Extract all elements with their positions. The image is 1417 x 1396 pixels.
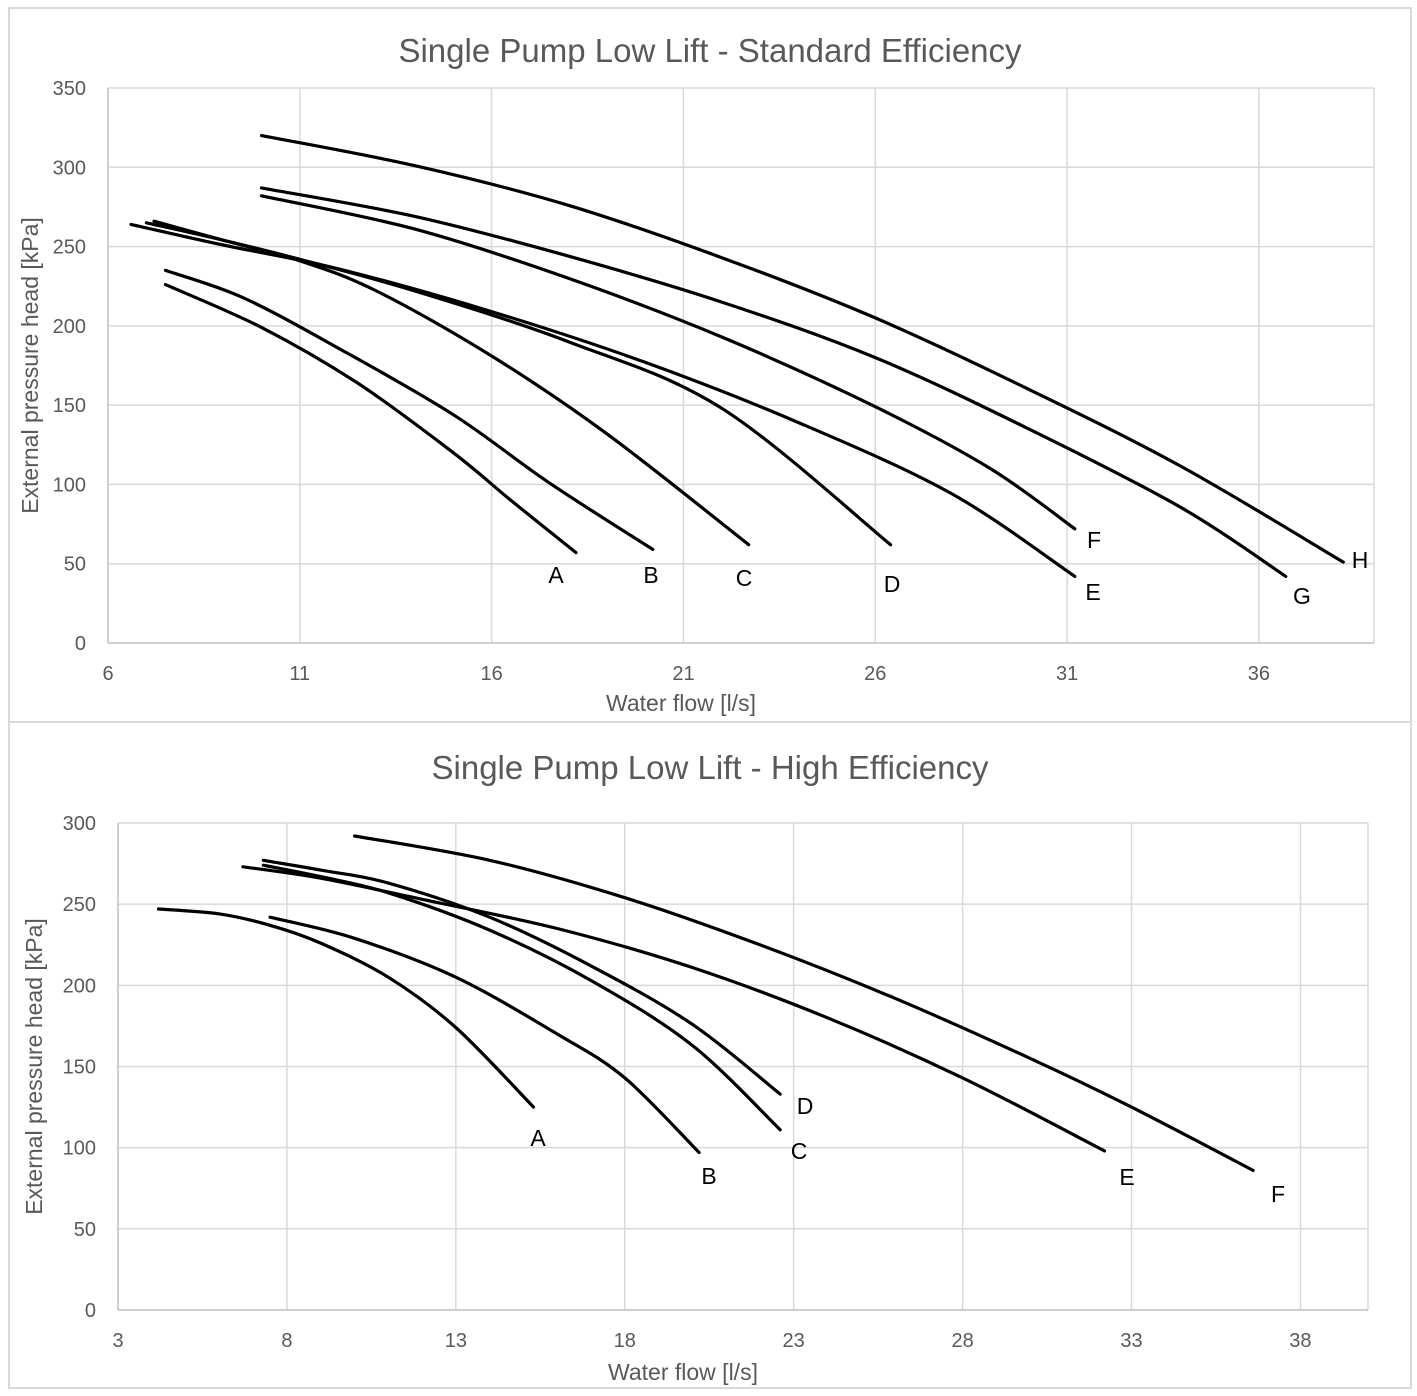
- curve-label-f: F: [1271, 1181, 1285, 1207]
- x-tick-label: 3: [112, 1330, 123, 1352]
- x-tick-label: 11: [289, 663, 310, 685]
- y-tick-label: 100: [63, 1138, 96, 1160]
- chart-title: Single Pump Low Lift - High Efficiency: [432, 749, 989, 786]
- x-tick-label: 31: [1056, 663, 1078, 685]
- chart-title: Single Pump Low Lift - Standard Efficien…: [398, 32, 1022, 69]
- y-tick-label: 50: [64, 554, 86, 576]
- pump-curve-b: [268, 915, 701, 1155]
- y-tick-label: 250: [53, 237, 86, 259]
- pump-curve-c: [152, 219, 751, 547]
- pump-curve-g: [259, 186, 1288, 578]
- y-tick-label: 300: [53, 157, 86, 179]
- y-tick-label: 350: [53, 78, 86, 100]
- y-tick-label: 250: [63, 894, 96, 916]
- chart-panel-1: Single Pump Low Lift - Standard Efficien…: [8, 7, 1412, 723]
- curve-label-e: E: [1119, 1164, 1134, 1190]
- y-tick-label: 150: [53, 395, 86, 417]
- x-tick-label: 26: [864, 663, 886, 685]
- y-axis-title: External pressure head [kPa]: [21, 918, 47, 1215]
- pump-curve-a: [163, 283, 578, 555]
- x-axis-title: Water flow [l/s]: [606, 690, 756, 716]
- chart-frame: [8, 7, 1412, 723]
- pump-curve-e: [129, 222, 1077, 578]
- y-tick-label: 200: [53, 316, 86, 338]
- pump-curve-a: [156, 907, 536, 1109]
- curve-label-f: F: [1087, 527, 1101, 553]
- pump-curve-d: [261, 858, 782, 1096]
- curve-label-d: D: [797, 1093, 814, 1119]
- chart-frame: [8, 721, 1412, 1389]
- pump-curve-f: [352, 834, 1255, 1172]
- curve-label-a: A: [530, 1125, 546, 1151]
- curve-label-b: B: [701, 1163, 716, 1189]
- y-tick-label: 0: [85, 1300, 96, 1322]
- y-tick-label: 300: [63, 813, 96, 835]
- x-tick-label: 6: [102, 663, 113, 685]
- curve-label-b: B: [643, 562, 658, 588]
- curve-label-a: A: [548, 562, 564, 588]
- x-tick-label: 21: [672, 663, 694, 685]
- x-tick-label: 28: [951, 1330, 973, 1352]
- pump-curve-f: [259, 194, 1077, 531]
- x-tick-label: 36: [1248, 663, 1270, 685]
- y-tick-label: 0: [75, 633, 86, 655]
- x-tick-label: 13: [445, 1330, 467, 1352]
- curve-label-g: G: [1293, 583, 1311, 609]
- y-axis-title: External pressure head [kPa]: [17, 217, 43, 514]
- y-tick-label: 150: [63, 1057, 96, 1079]
- curve-label-d: D: [884, 571, 901, 597]
- x-tick-label: 8: [281, 1330, 292, 1352]
- y-tick-label: 200: [63, 975, 96, 997]
- y-tick-label: 50: [74, 1219, 96, 1241]
- x-tick-label: 16: [481, 663, 503, 685]
- chart-panel-2: Single Pump Low Lift - High Efficiency 0 5…: [8, 721, 1412, 1389]
- pump-curve-h: [259, 134, 1345, 564]
- y-tick-label: 100: [53, 474, 86, 496]
- x-axis-title: Water flow [l/s]: [608, 1359, 758, 1385]
- curve-label-e: E: [1085, 579, 1100, 605]
- x-tick-label: 38: [1289, 1330, 1311, 1352]
- pump-curve-d: [144, 221, 893, 547]
- curve-label-c: C: [791, 1138, 808, 1164]
- x-tick-label: 23: [783, 1330, 805, 1352]
- x-tick-label: 18: [614, 1330, 636, 1352]
- pump-curve-b: [163, 268, 655, 551]
- curve-label-c: C: [736, 565, 753, 591]
- curve-label-h: H: [1352, 547, 1369, 573]
- x-tick-label: 33: [1120, 1330, 1142, 1352]
- pump-curve-e: [241, 865, 1107, 1153]
